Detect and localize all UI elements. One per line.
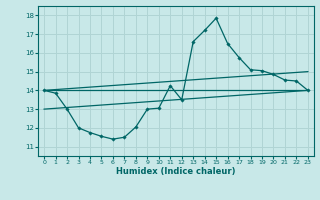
X-axis label: Humidex (Indice chaleur): Humidex (Indice chaleur) [116,167,236,176]
